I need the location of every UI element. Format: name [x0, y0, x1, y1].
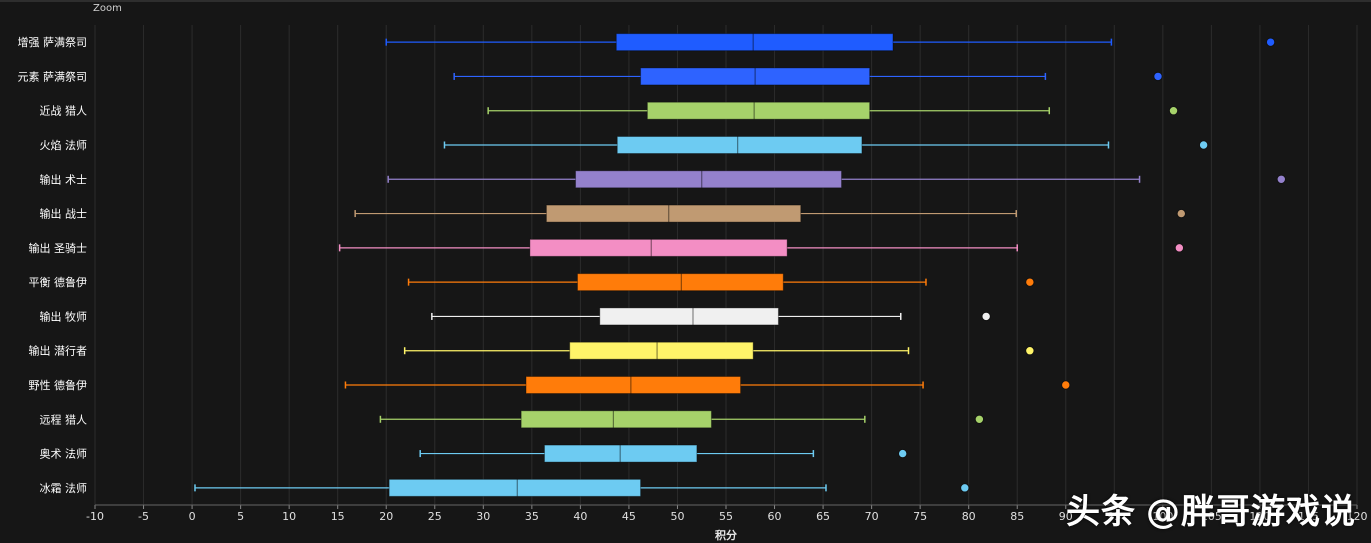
box [640, 67, 871, 86]
box-row [194, 478, 970, 497]
box [576, 273, 784, 292]
x-tick-label: 65 [816, 510, 830, 523]
grid-lines [94, 25, 1358, 505]
box-row [387, 170, 1286, 189]
outlier-point [1174, 243, 1185, 253]
x-tick-label: 40 [573, 510, 587, 523]
category-label: 远程 猎人 [40, 412, 88, 426]
x-tick-label: 35 [525, 510, 539, 523]
outlier-point [1025, 277, 1035, 287]
x-tick-label: 55 [719, 510, 733, 523]
x-tick-label: 105 [1201, 510, 1222, 523]
box-series [194, 33, 1286, 497]
x-tick-label: 100 [1152, 510, 1173, 523]
category-label: 火焰 法师 [40, 138, 88, 152]
box-row [419, 444, 908, 463]
watermark-author: @胖哥游戏说 [1146, 492, 1356, 532]
x-tick-label: 10 [282, 510, 296, 523]
x-tick-label: 110 [1249, 510, 1270, 523]
x-tick-label: 120 [1347, 510, 1368, 523]
outlier-point [1153, 71, 1163, 82]
category-label: 输出 战士 [40, 207, 88, 221]
box-row [407, 273, 1035, 292]
box [575, 170, 843, 189]
box [520, 410, 712, 429]
box-row [431, 307, 991, 326]
x-tick-label: 115 [1298, 510, 1319, 523]
box [616, 136, 863, 154]
category-label: 野性 德鲁伊 [29, 378, 88, 392]
category-label: 奥术 法师 [40, 447, 88, 461]
category-label: 冰霜 法师 [40, 481, 88, 495]
category-label: 输出 潜行者 [29, 344, 88, 358]
box-row [379, 410, 985, 429]
category-label: 输出 圣骑士 [29, 241, 88, 255]
box [646, 101, 871, 120]
outlier-point [1198, 140, 1209, 150]
box [615, 33, 894, 52]
outlier-point [1176, 208, 1186, 219]
outlier-point [1168, 106, 1179, 116]
x-tick-label: 50 [670, 510, 684, 523]
category-label: 元素 萨满祭司 [18, 70, 88, 83]
x-tick-label: 15 [331, 510, 345, 523]
box-row [403, 341, 1035, 360]
outlier-point [1061, 380, 1071, 390]
box-row [453, 67, 1163, 86]
category-label: 增强 萨满祭司 [18, 35, 88, 49]
box [529, 238, 788, 257]
box [599, 307, 779, 326]
box [545, 204, 802, 223]
box-row [487, 101, 1179, 120]
x-tick-label: 70 [865, 510, 879, 523]
outlier-point [897, 448, 908, 459]
box-row [354, 204, 1186, 223]
x-tick-label: 0 [189, 510, 196, 523]
x-tick-label: 30 [476, 510, 490, 523]
x-tick-label: 25 [428, 510, 442, 523]
x-tick-label: -10 [86, 510, 104, 523]
box [525, 376, 742, 394]
watermark: 头条 @胖哥游戏说 [1066, 484, 1366, 533]
box [543, 444, 698, 463]
x-tick-label: 95 [1107, 510, 1121, 523]
x-axis-title: 积分 [715, 528, 737, 542]
box-row [443, 136, 1209, 154]
outlier-point [981, 311, 991, 322]
x-tick-label: 45 [622, 510, 636, 523]
outlier-point [1265, 37, 1276, 47]
box-row [344, 376, 1071, 394]
x-tick-label: -5 [138, 510, 149, 523]
category-label: 平衡 德鲁伊 [29, 275, 88, 289]
box-row [338, 238, 1185, 257]
category-label: 输出 术士 [40, 172, 88, 186]
x-tick-label: 75 [913, 510, 927, 523]
zoom-label[interactable]: Zoom [93, 3, 122, 14]
category-label: 近战 猎人 [40, 104, 88, 118]
outlier-point [960, 483, 970, 493]
x-axis: -10 -5 0 5 10 15 20 25 30 35 40 45 50 55 60 65 70 75 80 85 9… [86, 504, 1368, 523]
box-row [385, 33, 1276, 52]
outlier-point [1025, 346, 1035, 356]
outlier-point [974, 414, 985, 424]
box [388, 478, 642, 497]
x-tick-label: 80 [962, 510, 976, 523]
watermark-brand: 头条 [1066, 492, 1136, 532]
x-tick-label: 60 [768, 510, 782, 523]
category-label: 输出 牧师 [40, 309, 88, 323]
x-tick-label: 5 [237, 510, 244, 523]
x-tick-label: 85 [1010, 510, 1024, 523]
outlier-point [1276, 174, 1286, 184]
box [569, 341, 754, 360]
x-tick-label: 90 [1059, 510, 1073, 523]
x-tick-label: 20 [379, 510, 393, 523]
